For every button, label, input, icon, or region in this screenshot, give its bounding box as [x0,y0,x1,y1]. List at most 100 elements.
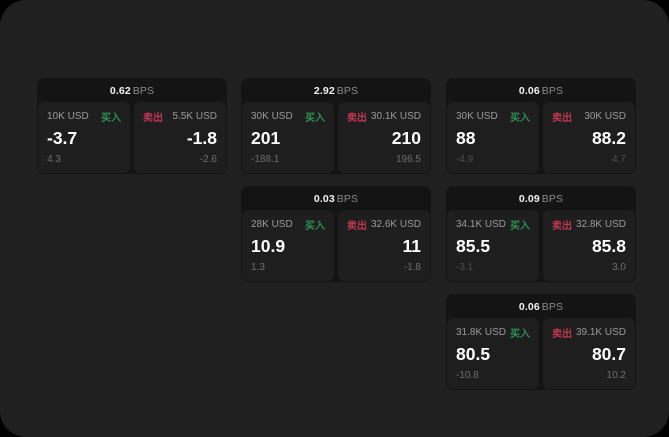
buy-price: 10.9 [251,236,286,256]
buy-subvalue: -188.1 [251,154,280,165]
spread-unit: BPS [132,85,155,97]
sell-size-label: 30.1K USD [370,111,421,122]
buy-subvalue: -10.8 [456,370,479,381]
buy-price: 88 [456,128,476,148]
sell-size-label: 30K USD [584,111,626,122]
buy-pane[interactable]: 30K USD 买入 88 -4.9 [447,102,539,173]
sell-price: 85.8 [591,236,626,256]
sell-subvalue: 10.2 [606,370,626,381]
sell-side-label: 卖出 [552,329,572,340]
card-panes: 10K USD 买入 -3.7 4.3 卖出 5.5K USD -1.8 -2.6 [37,102,227,174]
card-panes: 31.8K USD 买入 80.5 -10.8 卖出 39.1K USD 80.7 10.2 [446,318,636,390]
sell-price: 88.2 [591,128,626,148]
sell-price: -1.8 [186,128,217,148]
sell-side-label: 卖出 [347,113,367,124]
quote-card[interactable]: 2.92 BPS 30K USD 买入 201 -188.1 卖出 30.1K USD 210 1… [241,78,431,174]
buy-subvalue: -3.1 [456,262,474,273]
card-spread-header: 0.06 BPS [446,78,636,102]
card-spread-header: 2.92 BPS [241,78,431,102]
pane-header-row: 卖出 32.6K USD [347,218,421,232]
buy-pane[interactable]: 34.1K USD 买入 85.5 -3.1 [447,210,539,281]
sell-pane[interactable]: 卖出 32.6K USD 11 -1.8 [338,210,430,281]
quote-card[interactable]: 0.06 BPS 31.8K USD 买入 80.5 -10.8 卖出 39.1K USD 80… [446,294,636,390]
spread-value: 2.92 [313,85,335,97]
buy-pane[interactable]: 10K USD 买入 -3.7 4.3 [38,102,130,173]
spread-unit: BPS [541,301,564,313]
sell-price: 11 [402,236,422,256]
buy-pane[interactable]: 31.8K USD 买入 80.5 -10.8 [447,318,539,389]
sell-size-label: 32.6K USD [370,219,421,230]
column-3: 0.06 BPS 30K USD 买入 88 -4.9 卖出 30K USD 88.2 4.7 0.… [446,78,636,402]
buy-subvalue: 4.3 [47,154,61,165]
column-1: 0.62 BPS 10K USD 买入 -3.7 4.3 卖出 5.5K USD -1.8 -2.… [37,78,227,186]
card-spread-header: 0.09 BPS [446,186,636,210]
sell-price: 210 [391,128,421,148]
spread-value: 0.06 [518,301,540,313]
buy-price: 80.5 [456,344,491,364]
spread-value: 0.09 [518,193,540,205]
buy-subvalue: -4.9 [456,154,474,165]
spread-unit: BPS [541,85,564,97]
card-panes: 30K USD 买入 201 -188.1 卖出 30.1K USD 210 196.5 [241,102,431,174]
buy-size-label: 30K USD [456,111,498,122]
sell-size-label: 5.5K USD [172,111,217,122]
sell-side-label: 卖出 [552,221,572,232]
buy-side-label: 买入 [510,221,530,232]
card-panes: 28K USD 买入 10.9 1.3 卖出 32.6K USD 11 -1.8 [241,210,431,282]
buy-side-label: 买入 [305,221,325,232]
pane-header-row: 卖出 32.8K USD [552,218,626,232]
spread-value: 0.03 [313,193,335,205]
buy-size-label: 34.1K USD [456,219,507,230]
buy-size-label: 28K USD [251,219,293,230]
sell-pane[interactable]: 卖出 32.8K USD 85.8 3.0 [543,210,635,281]
sell-side-label: 卖出 [347,221,367,232]
sell-subvalue: 3.0 [612,262,626,273]
pane-header-row: 34.1K USD 买入 [456,218,530,232]
spread-unit: BPS [336,193,359,205]
pane-header-row: 30K USD 买入 [456,110,530,124]
sell-size-label: 39.1K USD [575,327,626,338]
pane-header-row: 卖出 5.5K USD [143,110,217,124]
sell-subvalue: -1.8 [403,262,421,273]
buy-pane[interactable]: 30K USD 买入 201 -188.1 [242,102,334,173]
sell-size-label: 32.8K USD [575,219,626,230]
sell-subvalue: 4.7 [612,154,626,165]
spread-unit: BPS [541,193,564,205]
pane-header-row: 卖出 30K USD [552,110,626,124]
buy-size-label: 30K USD [251,111,293,122]
pane-header-row: 28K USD 买入 [251,218,325,232]
buy-side-label: 买入 [510,329,530,340]
spread-unit: BPS [336,85,359,97]
buy-subvalue: 1.3 [251,262,265,273]
pane-header-row: 30K USD 买入 [251,110,325,124]
card-spread-header: 0.06 BPS [446,294,636,318]
sell-subvalue: -2.6 [199,154,217,165]
quote-card[interactable]: 0.62 BPS 10K USD 买入 -3.7 4.3 卖出 5.5K USD -1.8 -2.… [37,78,227,174]
pane-header-row: 卖出 30.1K USD [347,110,421,124]
buy-price: -3.7 [47,128,78,148]
quote-card[interactable]: 0.09 BPS 34.1K USD 买入 85.5 -3.1 卖出 32.8K USD 85.… [446,186,636,282]
pane-header-row: 31.8K USD 买入 [456,326,530,340]
column-2: 2.92 BPS 30K USD 买入 201 -188.1 卖出 30.1K USD 210 1… [241,78,431,294]
card-panes: 34.1K USD 买入 85.5 -3.1 卖出 32.8K USD 85.8 3.0 [446,210,636,282]
buy-pane[interactable]: 28K USD 买入 10.9 1.3 [242,210,334,281]
buy-size-label: 31.8K USD [456,327,507,338]
pane-header-row: 卖出 39.1K USD [552,326,626,340]
buy-price: 85.5 [456,236,491,256]
card-spread-header: 0.62 BPS [37,78,227,102]
sell-pane[interactable]: 卖出 30.1K USD 210 196.5 [338,102,430,173]
sell-pane[interactable]: 卖出 30K USD 88.2 4.7 [543,102,635,173]
pane-header-row: 10K USD 买入 [47,110,121,124]
sell-pane[interactable]: 卖出 5.5K USD -1.8 -2.6 [134,102,226,173]
buy-side-label: 买入 [510,113,530,124]
sell-side-label: 卖出 [143,113,163,124]
quote-board: 0.62 BPS 10K USD 买入 -3.7 4.3 卖出 5.5K USD -1.8 -2.… [37,78,636,390]
quote-card[interactable]: 0.03 BPS 28K USD 买入 10.9 1.3 卖出 32.6K USD 11 -1.8 [241,186,431,282]
buy-size-label: 10K USD [47,111,89,122]
sell-pane[interactable]: 卖出 39.1K USD 80.7 10.2 [543,318,635,389]
spread-value: 0.06 [518,85,540,97]
quote-card[interactable]: 0.06 BPS 30K USD 买入 88 -4.9 卖出 30K USD 88.2 4.7 [446,78,636,174]
sell-price: 80.7 [591,344,626,364]
sell-subvalue: 196.5 [395,154,421,165]
